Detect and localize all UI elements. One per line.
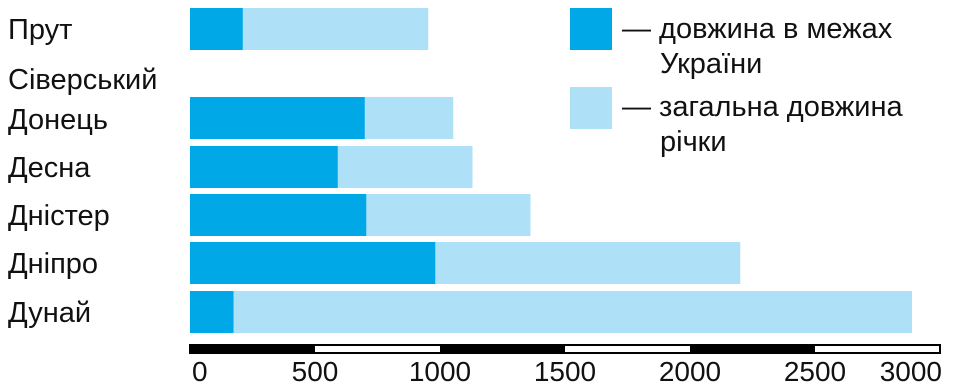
x-tick-label: 500 — [292, 356, 339, 384]
bar-ukraine-length — [190, 291, 234, 333]
category-label: Сіверський Донець — [8, 64, 157, 136]
axis-scale-segment — [440, 345, 565, 353]
legend-swatch — [570, 8, 612, 50]
category-label: Дніпро — [8, 248, 98, 280]
legend: — довжина в межах України — загальна довжи… — [570, 8, 904, 158]
axis-scale-segment — [190, 345, 315, 353]
legend-label: — довжина в межах України — [622, 13, 893, 80]
bar-ukraine-length — [190, 8, 243, 50]
bar-ukraine-length — [190, 97, 365, 139]
x-tick-label: 2500 — [784, 356, 846, 384]
axis-scale-segment — [690, 345, 815, 353]
x-tick-label: 3000 — [880, 356, 942, 384]
legend-swatch — [570, 87, 612, 129]
category-label: Дунай — [8, 297, 91, 329]
category-label: Прут — [8, 14, 72, 46]
category-label: Дністер — [8, 200, 110, 232]
bars — [190, 8, 912, 333]
bar-ukraine-length — [190, 146, 338, 188]
bar-ukraine-length — [190, 194, 367, 236]
bar-ukraine-length — [190, 242, 436, 284]
category-label: Десна — [8, 152, 91, 184]
x-axis: 0 500 1000 1500 2000 2500 3000 — [189, 344, 942, 384]
x-tick-label: 2000 — [659, 356, 721, 384]
x-tick-label: 0 — [192, 356, 208, 384]
category-labels: Прут Сіверський Донець Десна Дністер Дніпро Ду… — [8, 14, 157, 329]
legend-label: — загальна довжина річки — [622, 91, 904, 158]
x-tick-label: 1000 — [409, 356, 471, 384]
bar-total-length — [190, 291, 912, 333]
x-tick-label: 1500 — [534, 356, 596, 384]
